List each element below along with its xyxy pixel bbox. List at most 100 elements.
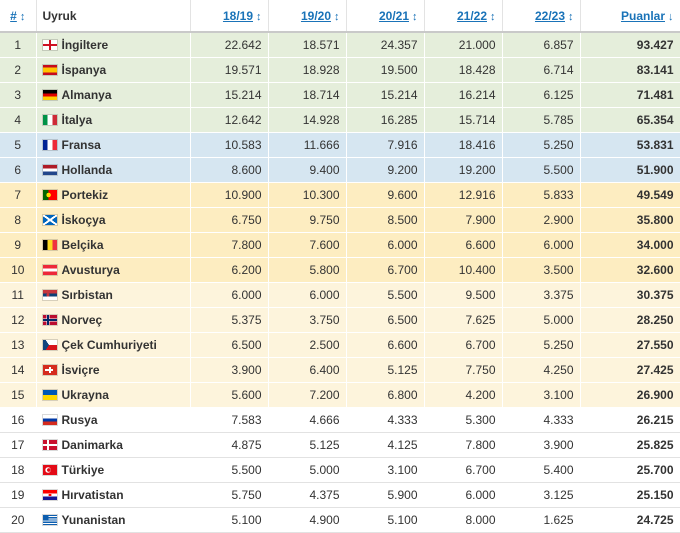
country-cell[interactable]: Avusturya [36,257,191,283]
table-row[interactable]: 8 İskoçya 6.750 9.750 8.500 7.900 2.900 35.800 [0,207,680,233]
season-score-cell: 6.400 [268,357,347,383]
table-row[interactable]: 16 Rusya 7.583 4.666 4.333 5.300 4.333 26.215 [0,407,680,433]
country-cell[interactable]: Yunanistan [36,507,191,533]
table-row[interactable]: 18 Türkiye 5.500 5.000 3.100 6.700 5.400 25.700 [0,457,680,483]
country-cell[interactable]: Rusya [36,407,191,433]
season-score-cell: 6.857 [502,32,581,58]
country-name: İspanya [61,63,107,77]
rank-cell: 4 [0,107,37,133]
table-row[interactable]: 20 Yunanistan 5.100 4.900 5.100 8.000 1.625 24.… [0,507,680,533]
table-row[interactable]: 17 Danimarka 4.875 5.125 4.125 7.800 3.900 25.8… [0,432,680,458]
table-row[interactable]: 14 İsviçre 3.900 6.400 5.125 7.750 4.250 27.425 [0,357,680,383]
rank-cell: 6 [0,157,37,183]
points-cell: 27.550 [580,332,680,358]
column-header-season-3[interactable]: 20/21 ↕ [346,0,425,33]
country-cell[interactable]: İsviçre [36,357,191,383]
table-row[interactable]: 5 Fransa 10.583 11.666 7.916 18.416 5.250 53.83… [0,132,680,158]
country-cell[interactable]: İngiltere [36,32,191,58]
table-row[interactable]: 2 İspanya 19.571 18.928 19.500 18.428 6.714 83.… [0,57,680,83]
season-score-cell: 6.750 [190,207,269,233]
sort-icon: ↕ [490,10,496,23]
flag-ukraine-icon [42,390,57,400]
season-score-cell: 4.250 [502,357,581,383]
season-score-cell: 6.000 [190,282,269,308]
flag-portugal-icon [42,190,57,200]
column-header-season-5[interactable]: 22/23 ↕ [502,0,581,33]
country-cell[interactable]: Sırbistan [36,282,191,308]
season-score-cell: 6.000 [268,282,347,308]
country-cell[interactable]: Belçika [36,232,191,258]
country-cell[interactable]: Almanya [36,82,191,108]
sort-icon: ↕ [334,10,340,23]
table-row[interactable]: 11 Sırbistan 6.000 6.000 5.500 9.500 3.375 30.3… [0,282,680,308]
column-header-points-label: Puanlar [620,8,665,23]
column-header-points[interactable]: Puanlar ↓ [580,0,680,33]
season-score-cell: 19.571 [190,57,269,83]
column-header-rank[interactable]: # ↕ [0,0,37,33]
season-score-cell: 6.000 [424,482,503,508]
table-row[interactable]: 12 Norveç 5.375 3.750 6.500 7.625 5.000 28.250 [0,307,680,333]
flag-croatia-icon [42,490,57,500]
season-score-cell: 15.214 [190,82,269,108]
column-header-season-4[interactable]: 21/22 ↕ [424,0,503,33]
country-cell[interactable]: Hırvatistan [36,482,191,508]
table-row[interactable]: 4 İtalya 12.642 14.928 16.285 15.714 5.785 65.3… [0,107,680,133]
flag-england-icon [42,40,57,50]
table-row[interactable]: 9 Belçika 7.800 7.600 6.000 6.600 6.000 34.000 [0,232,680,258]
points-cell: 26.215 [580,407,680,433]
season-score-cell: 3.500 [502,257,581,283]
country-cell[interactable]: Türkiye [36,457,191,483]
country-cell[interactable]: İskoçya [36,207,191,233]
season-score-cell: 3.900 [502,432,581,458]
season-score-cell: 18.428 [424,57,503,83]
season-score-cell: 6.125 [502,82,581,108]
season-score-cell: 7.800 [190,232,269,258]
country-cell[interactable]: Ukrayna [36,382,191,408]
flag-france-icon [42,140,57,150]
season-score-cell: 3.900 [190,357,269,383]
season-score-cell: 3.100 [502,382,581,408]
flag-czech-icon [42,340,57,350]
country-cell[interactable]: İspanya [36,57,191,83]
rank-cell: 2 [0,57,37,83]
table-row[interactable]: 6 Hollanda 8.600 9.400 9.200 19.200 5.500 51.90… [0,157,680,183]
country-cell[interactable]: İtalya [36,107,191,133]
country-cell[interactable]: Danimarka [36,432,191,458]
country-cell[interactable]: Fransa [36,132,191,158]
country-name: Türkiye [61,463,105,477]
column-header-season-1[interactable]: 18/19 ↕ [190,0,269,33]
season-score-cell: 4.375 [268,482,347,508]
table-row[interactable]: 7 Portekiz 10.900 10.300 9.600 12.916 5.833 49.… [0,182,680,208]
country-name: İsviçre [61,363,100,377]
flag-switzerland-icon [42,365,57,375]
season-score-cell: 3.100 [346,457,425,483]
country-cell[interactable]: Çek Cumhuriyeti [36,332,191,358]
table-row[interactable]: 10 Avusturya 6.200 5.800 6.700 10.400 3.500 32.… [0,257,680,283]
season-score-cell: 9.400 [268,157,347,183]
flag-italy-icon [42,115,57,125]
season-score-cell: 6.000 [502,232,581,258]
points-cell: 35.800 [580,207,680,233]
country-cell[interactable]: Norveç [36,307,191,333]
table-row[interactable]: 13 Çek Cumhuriyeti 6.500 2.500 6.600 6.700 5.2… [0,332,680,358]
table-row[interactable]: 3 Almanya 15.214 18.714 15.214 16.214 6.125 71.… [0,82,680,108]
season-score-cell: 5.300 [424,407,503,433]
sort-icon: ↕ [412,10,418,23]
points-cell: 30.375 [580,282,680,308]
table-row[interactable]: 1 İngiltere 22.642 18.571 24.357 21.000 6.857 9… [0,32,680,58]
table-row[interactable]: 19 Hırvatistan 5.750 4.375 5.900 6.000 3.125 25… [0,482,680,508]
table-row[interactable]: 15 Ukrayna 5.600 7.200 6.800 4.200 3.100 26.900 [0,382,680,408]
flag-germany-icon [42,90,57,100]
rank-cell: 15 [0,382,37,408]
season-score-cell: 7.600 [268,232,347,258]
country-cell[interactable]: Hollanda [36,157,191,183]
country-cell[interactable]: Portekiz [36,182,191,208]
season-score-cell: 3.375 [502,282,581,308]
season-score-cell: 9.600 [346,182,425,208]
rank-cell: 1 [0,32,37,58]
season-score-cell: 2.900 [502,207,581,233]
season-score-cell: 8.600 [190,157,269,183]
column-header-season-2[interactable]: 19/20 ↕ [268,0,347,33]
rank-cell: 17 [0,432,37,458]
season-score-cell: 3.750 [268,307,347,333]
